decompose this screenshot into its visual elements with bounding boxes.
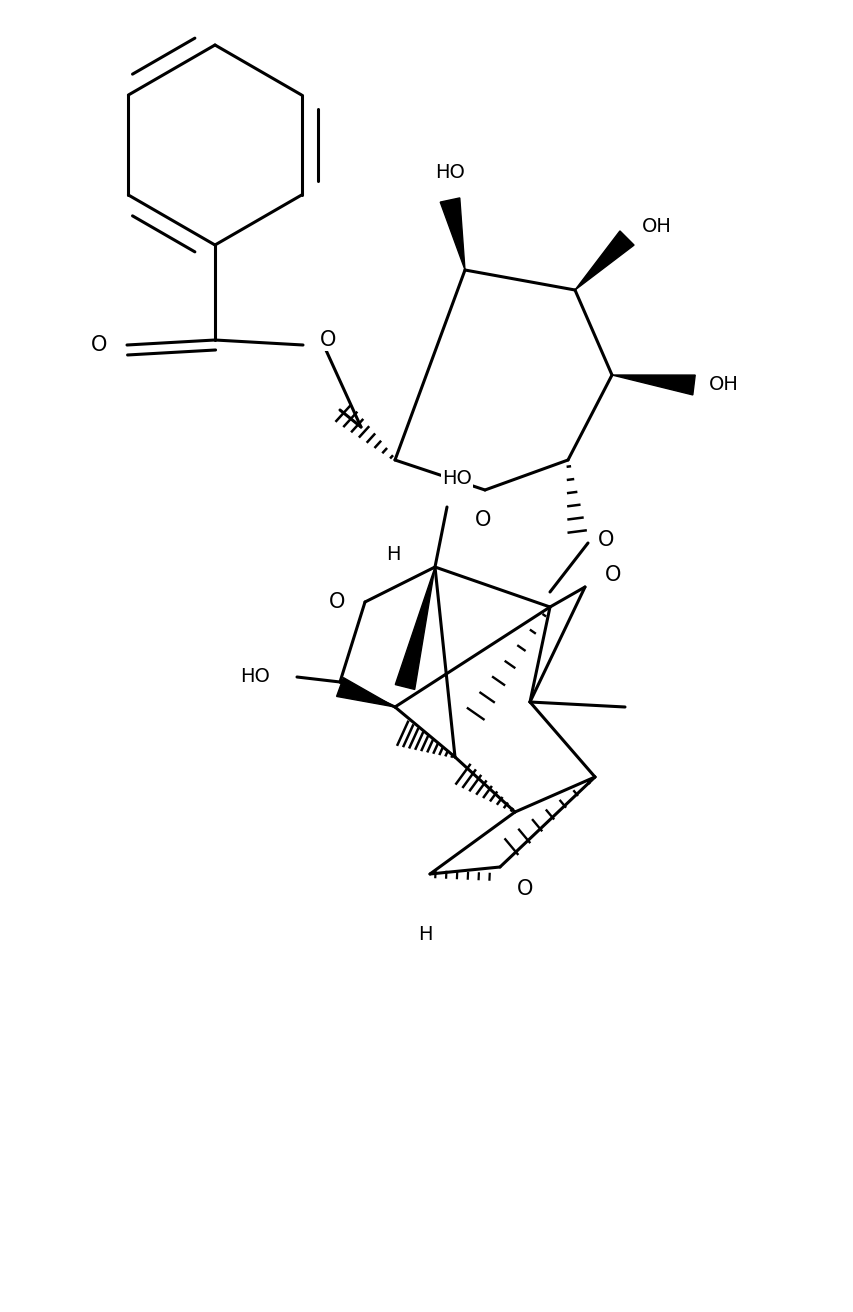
Text: O: O bbox=[604, 565, 620, 585]
Text: O: O bbox=[474, 510, 490, 530]
Text: O: O bbox=[516, 879, 532, 899]
Text: H: H bbox=[417, 925, 432, 943]
Text: O: O bbox=[90, 335, 107, 356]
Text: O: O bbox=[328, 592, 345, 611]
Polygon shape bbox=[439, 198, 464, 270]
Polygon shape bbox=[336, 677, 395, 707]
Text: O: O bbox=[597, 530, 613, 550]
Polygon shape bbox=[574, 231, 633, 290]
Text: HO: HO bbox=[442, 470, 472, 488]
Text: HO: HO bbox=[240, 668, 270, 686]
Text: OH: OH bbox=[708, 375, 738, 395]
Text: OH: OH bbox=[641, 216, 671, 235]
Polygon shape bbox=[612, 375, 694, 395]
Text: HO: HO bbox=[434, 163, 464, 181]
Text: H: H bbox=[386, 546, 400, 564]
Text: O: O bbox=[319, 331, 336, 350]
Polygon shape bbox=[395, 567, 434, 689]
